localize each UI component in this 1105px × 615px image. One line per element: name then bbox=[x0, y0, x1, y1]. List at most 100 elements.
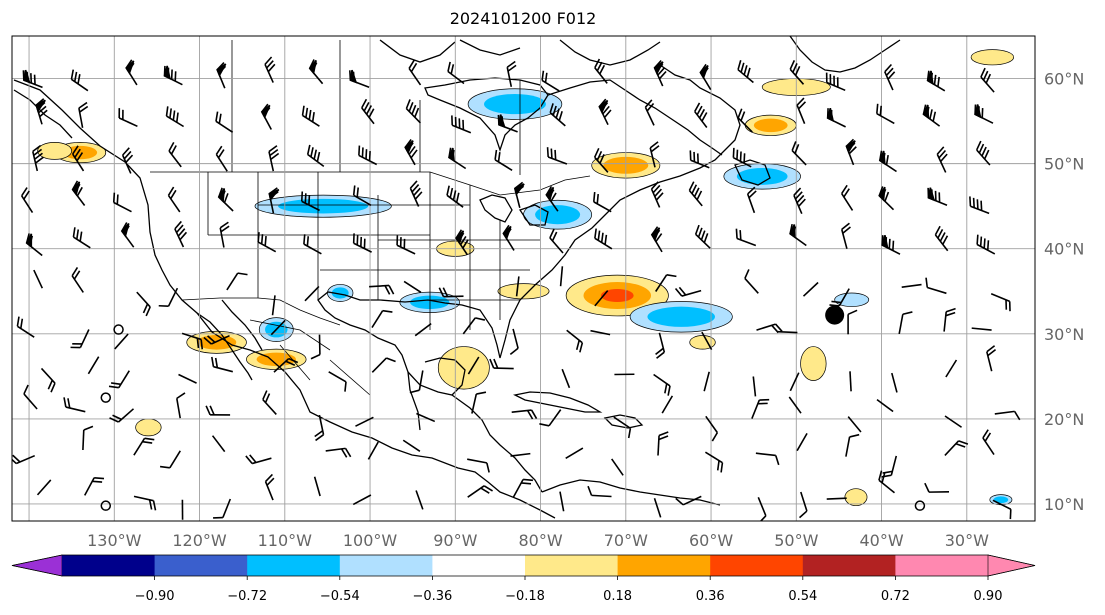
great-lakes bbox=[479, 194, 549, 226]
barb-feather bbox=[170, 189, 177, 200]
barb-feather bbox=[737, 108, 743, 119]
barb-flag bbox=[308, 59, 317, 75]
wind-barb bbox=[561, 368, 571, 389]
barb-feather bbox=[340, 448, 348, 458]
barb-shaft bbox=[414, 323, 432, 337]
wind-barb bbox=[22, 69, 43, 89]
barb-feather bbox=[521, 482, 532, 485]
barb-feather bbox=[483, 485, 493, 492]
barb-feather bbox=[92, 480, 103, 483]
colorbar-segment bbox=[62, 555, 156, 576]
wind-barb bbox=[845, 138, 857, 166]
barb-feather bbox=[530, 409, 538, 419]
barb-feather bbox=[360, 236, 363, 247]
wind-barbs bbox=[12, 56, 1021, 521]
wind-barb bbox=[446, 185, 464, 208]
barb-shaft bbox=[613, 416, 631, 429]
barb-feather bbox=[408, 145, 416, 155]
barb-feather bbox=[209, 405, 215, 416]
barb-feather bbox=[696, 153, 699, 164]
wind-barb bbox=[694, 224, 711, 249]
longitude-label: 120°W bbox=[172, 531, 227, 550]
barb-feather bbox=[675, 497, 684, 506]
hudson-strait bbox=[547, 79, 626, 96]
wind-barb bbox=[704, 451, 724, 473]
barb-shaft bbox=[36, 479, 52, 496]
negative-anomaly-9 bbox=[989, 494, 1013, 506]
colorbar-tick-label: 0.18 bbox=[603, 589, 632, 604]
barb-feather bbox=[145, 306, 151, 317]
barb-shaft bbox=[590, 329, 611, 336]
wind-barb bbox=[63, 397, 86, 413]
colorbar-segment bbox=[802, 555, 896, 576]
barb-feather bbox=[168, 141, 175, 152]
anomaly-contour bbox=[749, 172, 775, 181]
anomaly-contour bbox=[278, 198, 369, 214]
barb-feather bbox=[771, 324, 779, 334]
barb-feather bbox=[452, 190, 457, 201]
wind-barb bbox=[971, 327, 992, 331]
wind-barb bbox=[114, 333, 129, 350]
barb-feather bbox=[118, 108, 121, 119]
barb-feather bbox=[408, 59, 415, 69]
barb-shaft bbox=[559, 491, 565, 512]
barb-feather bbox=[975, 140, 982, 151]
barb-feather bbox=[142, 303, 149, 314]
barb-feather bbox=[550, 192, 557, 202]
barb-feather bbox=[969, 196, 972, 207]
barb-shaft bbox=[415, 490, 424, 510]
wind-barb bbox=[136, 291, 151, 317]
wind-barb bbox=[264, 56, 276, 83]
barb-feather bbox=[308, 195, 311, 206]
wind-barb bbox=[35, 98, 48, 125]
barb-feather bbox=[656, 351, 665, 359]
map-frame bbox=[11, 35, 1036, 522]
barb-flag bbox=[878, 150, 886, 166]
wind-barb bbox=[974, 104, 994, 124]
wind-barb bbox=[926, 70, 946, 92]
colorbar-segment bbox=[154, 555, 248, 576]
barb-feather bbox=[732, 147, 735, 158]
anomaly-contour bbox=[437, 346, 490, 390]
wind-barb bbox=[494, 149, 513, 171]
barb-feather bbox=[125, 154, 134, 163]
barb-feather bbox=[526, 410, 534, 420]
wind-barb bbox=[789, 60, 805, 85]
barb-feather bbox=[885, 67, 894, 77]
barb-feather bbox=[94, 476, 105, 480]
wind-barb bbox=[927, 187, 948, 206]
wind-barb bbox=[226, 272, 248, 291]
barb-shaft bbox=[744, 277, 759, 294]
barb-feather bbox=[403, 238, 406, 249]
wind-barb bbox=[158, 287, 179, 307]
barb-feather bbox=[144, 437, 155, 441]
barb-feather bbox=[982, 429, 989, 439]
barb-feather bbox=[67, 398, 71, 409]
barb-feather bbox=[148, 499, 153, 510]
barb-feather bbox=[940, 153, 948, 163]
positive-anomaly-7 bbox=[437, 346, 490, 390]
barb-feather bbox=[876, 103, 879, 114]
wind-barb bbox=[566, 329, 584, 353]
wind-barb bbox=[304, 285, 320, 302]
barb-feather bbox=[735, 228, 738, 239]
barb-feather bbox=[544, 72, 548, 83]
barb-feather bbox=[976, 199, 979, 210]
wind-barb bbox=[215, 111, 234, 133]
barb-feather bbox=[365, 105, 373, 115]
barb-shaft bbox=[945, 359, 958, 378]
latitude-labels: 60°N 50°N 40°N 30°N 20°N 10°N bbox=[1044, 70, 1084, 514]
barb-feather bbox=[47, 379, 54, 390]
barb-feather bbox=[539, 423, 550, 427]
barb-shaft bbox=[611, 458, 624, 476]
barb-shaft bbox=[944, 415, 962, 428]
wind-barb bbox=[735, 228, 757, 247]
latitude-label: 10°N bbox=[1044, 495, 1084, 514]
barb-feather bbox=[600, 232, 604, 243]
barb-flag bbox=[448, 147, 455, 163]
barb-feather bbox=[19, 318, 24, 329]
barb-shaft bbox=[994, 410, 1015, 415]
barb-shaft bbox=[755, 452, 776, 457]
barb-feather bbox=[451, 115, 454, 126]
barb-shaft bbox=[178, 373, 197, 384]
